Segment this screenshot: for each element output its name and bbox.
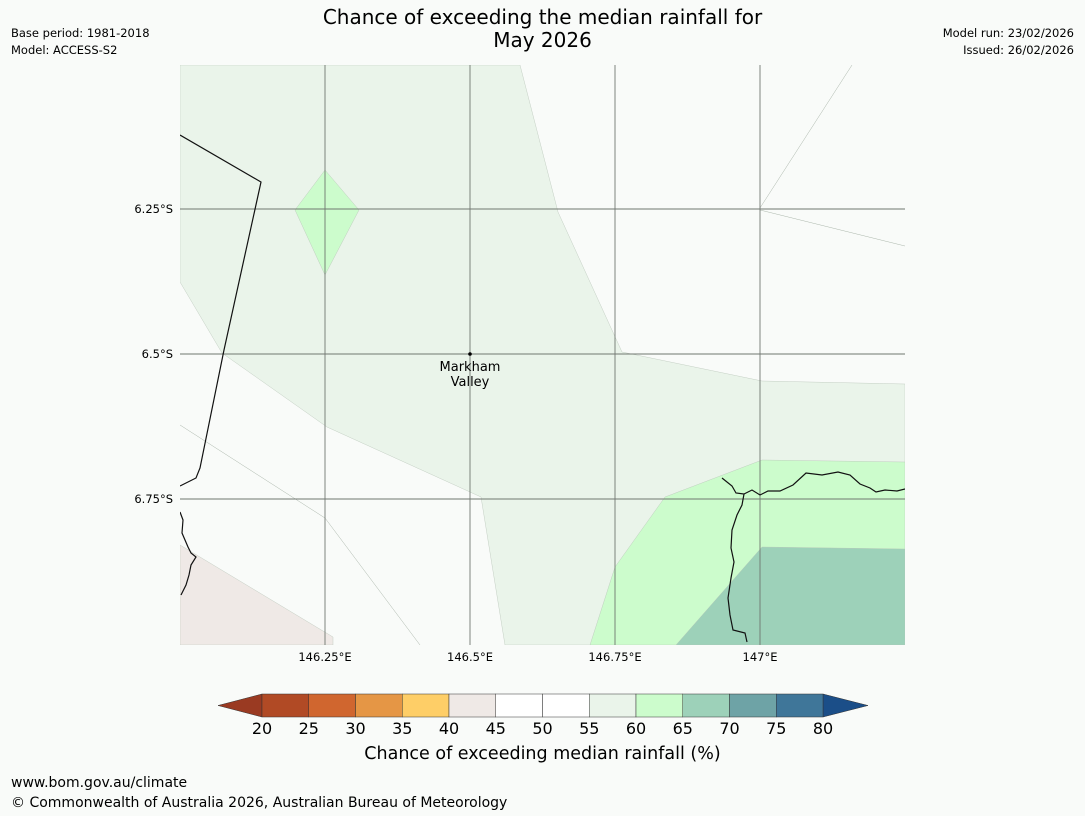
colorbar-label: Chance of exceeding median rainfall (%): [364, 744, 721, 764]
model-run: Model run: 23/02/2026: [942, 26, 1074, 40]
coastline-gulf: [743, 471, 905, 496]
colorbar-tick-label: 40: [438, 719, 460, 738]
lat-label-6-75: 6.75°S: [134, 492, 173, 506]
lat-label-6-5: 6.5°S: [141, 347, 173, 361]
map-title-line2: May 2026: [493, 28, 592, 52]
colorbar-tick-label: 45: [485, 719, 506, 738]
colorbar-tick-label: 75: [766, 719, 787, 738]
lon-label-146-25: 146.25°E: [298, 650, 352, 664]
map-title: Chance of exceeding the median rainfall …: [0, 6, 1085, 52]
base-period: Base period: 1981-2018: [11, 26, 150, 40]
colorbar-under-arrow: [217, 693, 263, 718]
colorbar-segment: [729, 693, 777, 718]
footer-copyright: © Commonwealth of Australia 2026, Austra…: [11, 795, 508, 811]
colorbar-segment: [448, 693, 496, 718]
map-regions: [180, 65, 905, 645]
colorbar-tick-label: 35: [392, 719, 413, 738]
boundaries: [180, 134, 905, 643]
colorbar-tick-label: 50: [532, 719, 553, 738]
region-40-45: [180, 544, 334, 645]
colorbar-segment: [308, 693, 356, 718]
colorbar-tick-label: 70: [719, 719, 740, 738]
colorbar-tick-label: 55: [579, 719, 600, 738]
metadata-right: Model run: 23/02/2026 Issued: 26/02/2026: [943, 25, 1074, 59]
coastline-west: [180, 511, 197, 596]
colorbar-segment: [495, 693, 543, 718]
metadata-left: Base period: 1981-2018 Model: ACCESS-S2: [11, 25, 150, 59]
colorbar-segment: [261, 693, 309, 718]
lon-label-147: 147°E: [742, 650, 778, 664]
issued-date: Issued: 26/02/2026: [963, 43, 1074, 57]
colorbar-tick-label: 60: [625, 719, 647, 738]
footer-url: www.bom.gov.au/climate: [11, 775, 188, 791]
map-title-line1: Chance of exceeding the median rainfall …: [322, 5, 763, 29]
model-name: Model: ACCESS-S2: [11, 43, 118, 57]
colorbar-segment: [542, 693, 590, 718]
colorbar-tick-label: 25: [298, 719, 319, 738]
colorbar-segment: [589, 693, 637, 718]
place-label: Markham Valley: [440, 360, 501, 390]
colorbar-tick-label: 65: [672, 719, 693, 738]
colorbar-segment: [402, 693, 450, 718]
lon-label-146-5: 146.5°E: [447, 650, 493, 664]
colorbar-over-arrow: [822, 693, 869, 718]
colorbar-segment: [776, 693, 824, 718]
district-boundary: [180, 134, 262, 487]
coastline-east: [721, 477, 748, 643]
colorbar-tick-label: 20: [251, 719, 273, 738]
lat-label-6-25: 6.25°S: [134, 202, 173, 216]
colorbar-segment: [682, 693, 730, 718]
colorbar-tick-label: 80: [812, 719, 834, 738]
place-marker-dot: [468, 352, 472, 356]
lon-label-146-75: 146.75°E: [588, 650, 642, 664]
colorbar-segment: [635, 693, 683, 718]
colorbar: [217, 693, 869, 718]
colorbar-segment: [355, 693, 403, 718]
place-label-line1: Markham: [439, 360, 501, 375]
colorbar-tick-label: 30: [345, 719, 366, 738]
place-label-line2: Valley: [450, 375, 490, 390]
region-65-70: [675, 546, 905, 645]
